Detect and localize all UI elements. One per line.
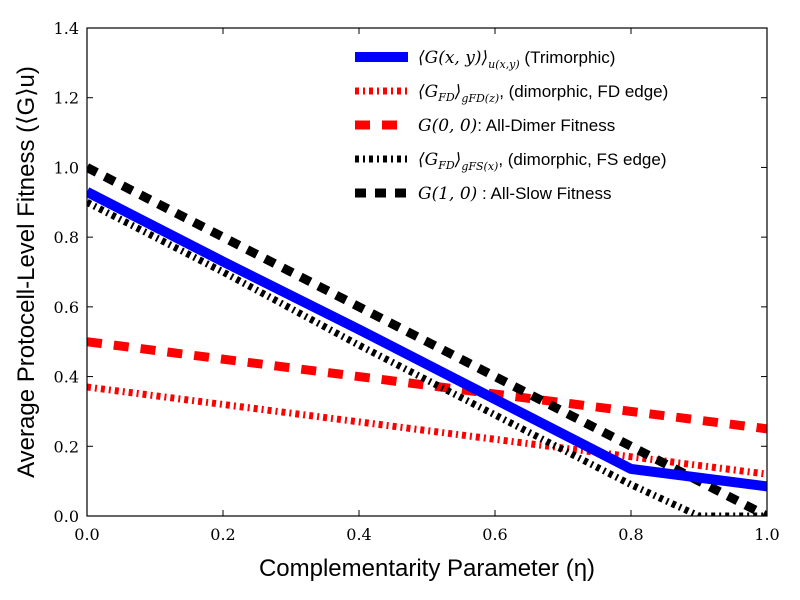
series-line-all-slow [87, 163, 767, 516]
legend-label-fd-edge: ⟨GFD⟩gFD(z), (dimorphic, FD edge) [418, 82, 668, 105]
y-tick-label: 1.4 [54, 19, 79, 38]
legend: ⟨G(x, y)⟩u(x,y) (Trimorphic) ⟨GFD⟩gFD(z),… [355, 48, 668, 204]
tick-layer: 0.0 0.2 0.4 0.6 0.8 1.0 0.0 0.2 0.4 0.6 0.8 1.0 1.2 1… [54, 19, 780, 544]
x-tick-label: 0.2 [210, 525, 235, 544]
y-tick-label: 1.0 [54, 158, 79, 177]
series-line-all-dimer [87, 337, 767, 434]
y-tick-label: 0.6 [54, 298, 79, 317]
legend-label-all-slow: G(1, 0) : All-Slow Fitness [418, 184, 611, 204]
legend-label-all-dimer: G(0, 0): All-Dimer Fitness [418, 116, 615, 136]
series-line-fd-edge [87, 383, 767, 478]
y-tick-label: 0.4 [54, 368, 79, 387]
series-line-trimorphic [87, 187, 767, 492]
plot-frame [86, 27, 768, 517]
x-axis-title: Complementarity Parameter (η) [259, 555, 595, 582]
x-tick-label: 0.8 [618, 525, 643, 544]
y-tick-label: 1.2 [54, 89, 79, 108]
legend-label-trimorphic: ⟨G(x, y)⟩u(x,y) (Trimorphic) [418, 48, 615, 71]
y-tick-label: 0.0 [54, 507, 79, 526]
y-axis-title: Average Protocell-Level Fitness (⟨G⟩u) [13, 66, 40, 478]
x-tick-label: 0.4 [346, 525, 371, 544]
y-tick-label: 0.2 [54, 437, 79, 456]
series-layer [87, 163, 767, 516]
x-tick-label: 0.6 [482, 525, 507, 544]
x-tick-label: 1.0 [754, 525, 779, 544]
x-tick-label: 0.0 [74, 525, 99, 544]
y-tick-label: 0.8 [54, 228, 79, 247]
legend-label-fs-edge: ⟨GFD⟩gFS(x), (dimorphic, FS edge) [418, 150, 667, 173]
